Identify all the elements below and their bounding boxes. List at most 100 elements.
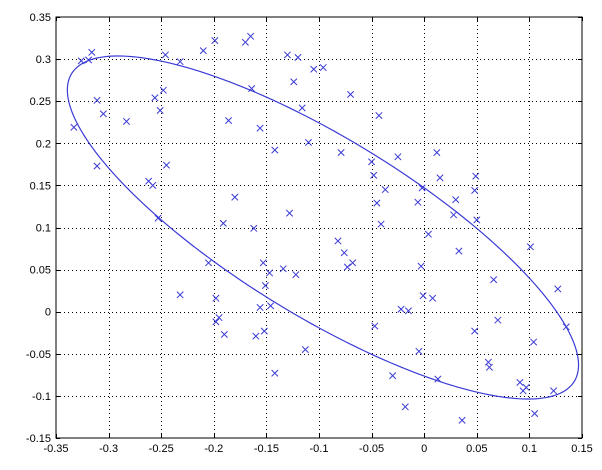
y-tick-labels: -0.15 -0.1 -0.05 0 0.05 0.1 0.15 0.2 0.25 0.3 0.35 <box>26 12 51 445</box>
data-point <box>377 220 385 228</box>
x-tick-label: 0 <box>421 443 427 455</box>
data-point <box>267 302 275 310</box>
data-point <box>259 259 267 267</box>
x-tick-label: -0.35 <box>43 443 68 455</box>
x-tick-label: 0.05 <box>466 443 487 455</box>
data-point <box>368 158 376 166</box>
data-point <box>304 138 313 147</box>
data-point <box>473 216 481 224</box>
data-point <box>404 307 412 315</box>
data-point <box>176 291 184 299</box>
data-point <box>151 94 159 102</box>
data-point <box>159 86 167 94</box>
data-point <box>256 124 264 132</box>
x-tick-label: -0.25 <box>149 443 174 455</box>
data-point <box>85 56 93 64</box>
data-point <box>219 219 227 227</box>
data-point <box>260 327 268 335</box>
data-point <box>394 153 402 161</box>
data-point <box>414 198 422 206</box>
data-point <box>294 53 302 61</box>
data-point <box>176 58 184 66</box>
data-point <box>241 38 249 46</box>
data-point <box>290 78 298 86</box>
data-point <box>252 332 260 340</box>
data-point <box>370 171 378 179</box>
y-tick-label: 0.2 <box>36 138 51 150</box>
data-point <box>310 65 318 73</box>
data-point <box>250 224 258 232</box>
y-tick-label: 0 <box>45 307 51 319</box>
data-point <box>162 161 171 169</box>
data-point <box>93 162 101 170</box>
data-point <box>373 199 381 207</box>
x-tick-label: -0.2 <box>204 443 223 455</box>
data-point <box>298 104 306 112</box>
x-tick-label: -0.1 <box>310 443 329 455</box>
data-point <box>211 37 219 45</box>
data-point <box>450 211 458 219</box>
data-point <box>340 249 348 257</box>
data-point <box>516 378 524 386</box>
data-point <box>301 346 309 354</box>
data-point <box>161 51 169 59</box>
data-point <box>455 247 463 255</box>
data-point <box>88 48 96 56</box>
y-tick-label: -0.1 <box>32 391 51 403</box>
data-point <box>485 363 493 371</box>
data-point <box>471 327 479 335</box>
data-point <box>224 117 233 125</box>
data-point <box>397 305 405 313</box>
data-point <box>122 117 131 125</box>
data-point <box>337 149 345 157</box>
y-tick-label: 0.35 <box>30 12 51 24</box>
data-point <box>417 262 425 270</box>
data-point <box>531 410 539 418</box>
data-point <box>271 146 279 154</box>
data-point <box>156 106 164 115</box>
y-tick-label: -0.15 <box>26 433 51 445</box>
data-point <box>77 57 85 65</box>
data-point <box>212 318 220 326</box>
data-point <box>526 243 535 251</box>
x-tick-label: -0.05 <box>359 443 384 455</box>
data-point <box>429 294 437 302</box>
data-point <box>371 322 379 330</box>
data-point <box>419 292 427 300</box>
data-point <box>256 303 264 312</box>
data-point <box>424 230 432 238</box>
data-points <box>70 32 570 424</box>
data-point <box>99 110 107 118</box>
y-tick-label: 0.3 <box>36 54 51 66</box>
data-point <box>418 184 426 192</box>
data-point <box>70 123 78 131</box>
data-point <box>271 369 279 377</box>
data-point <box>283 51 291 59</box>
x-tick-label: 0.1 <box>522 443 537 455</box>
data-point <box>285 209 294 217</box>
data-point <box>149 181 157 189</box>
data-point <box>494 316 502 324</box>
data-point <box>436 174 444 182</box>
data-point <box>204 259 213 267</box>
data-point <box>220 330 228 338</box>
confidence-ellipse <box>66 55 580 400</box>
x-tick-labels: -0.35 -0.3 -0.25 -0.2 -0.15 -0.1 -0.05 0 0.05 0.1… <box>43 443 592 455</box>
ticks <box>56 17 583 439</box>
data-point <box>231 193 239 201</box>
data-point <box>212 294 220 302</box>
data-point <box>319 63 327 72</box>
data-point <box>349 259 357 267</box>
data-point <box>215 314 223 322</box>
data-point <box>401 403 409 411</box>
data-point <box>381 186 389 194</box>
y-tick-label: 0.1 <box>36 223 51 235</box>
data-point <box>389 372 397 380</box>
y-tick-label: 0.05 <box>30 265 51 277</box>
data-point <box>530 338 538 346</box>
axes-frame <box>55 16 583 439</box>
y-tick-label: 0.25 <box>30 96 51 108</box>
data-point <box>471 186 479 195</box>
